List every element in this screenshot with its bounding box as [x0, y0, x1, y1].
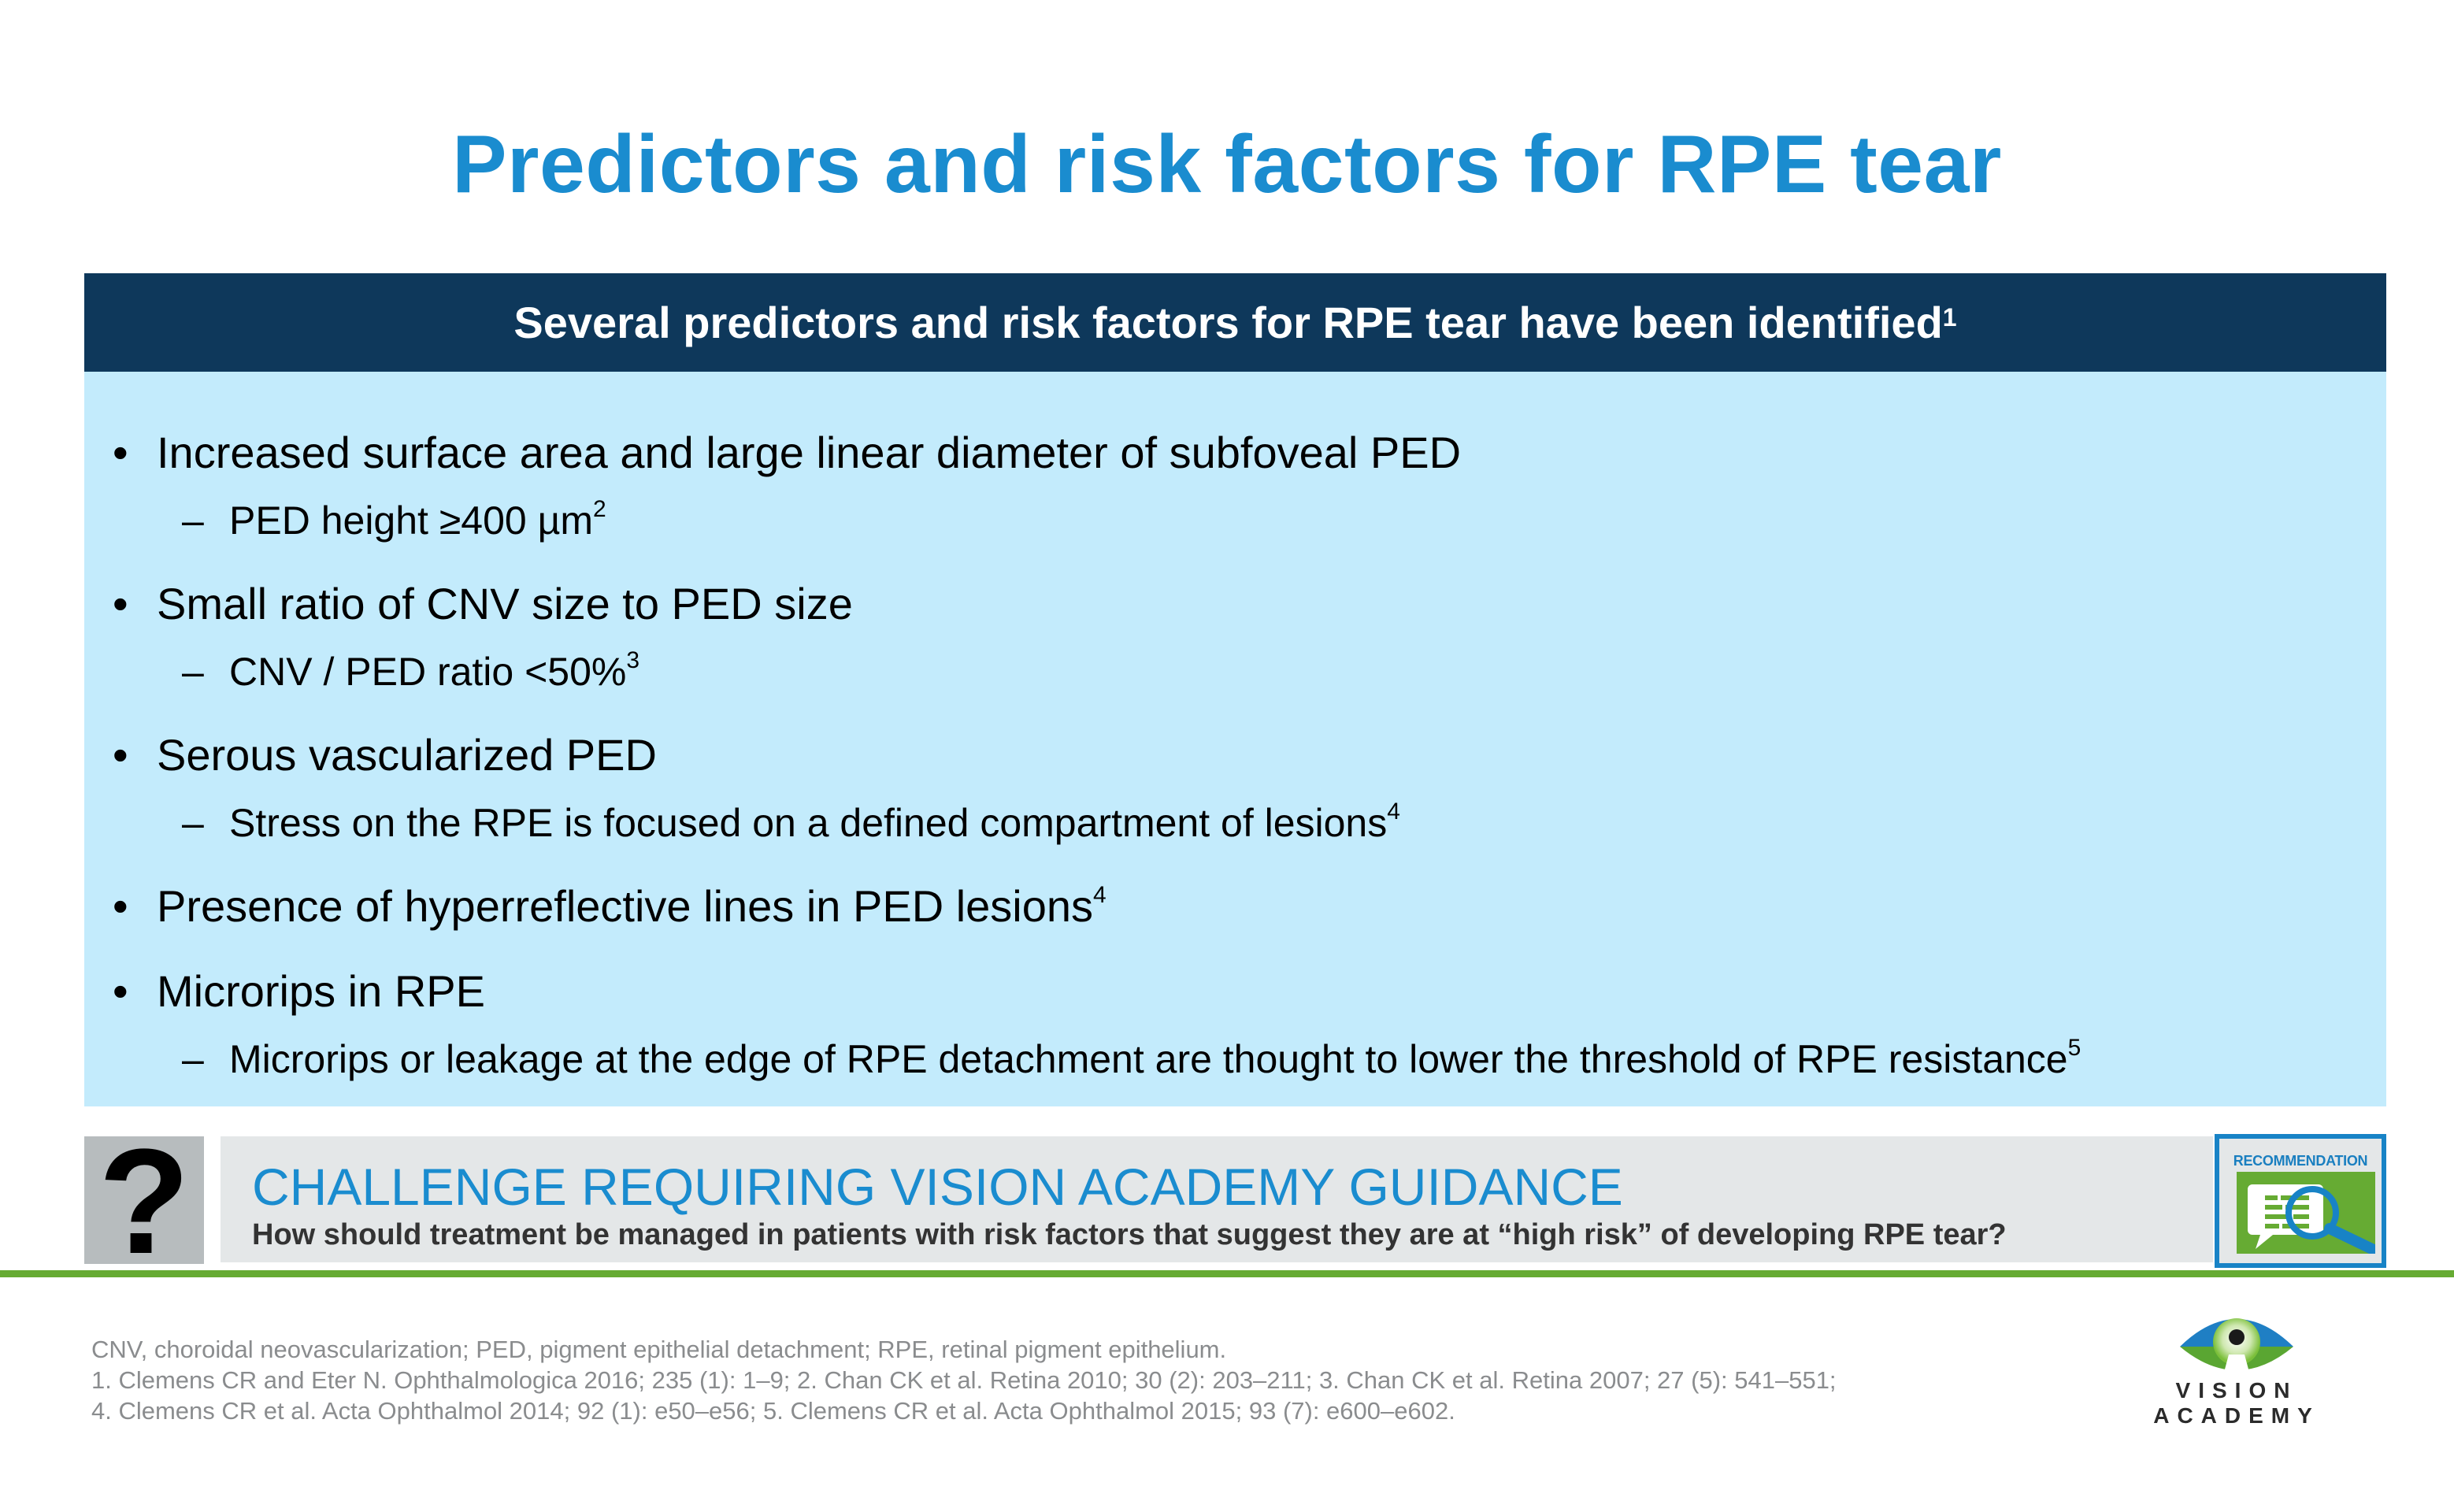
bullet-icon: •	[113, 428, 128, 477]
section-header-ref: 1	[1942, 303, 1957, 332]
footnotes: CNV, choroidal neovascularization; PED, …	[91, 1334, 1837, 1426]
risk-factor-list: • Increased surface area and large linear…	[84, 372, 2386, 1106]
list-subitem: – Stress on the RPE is focused on a defin…	[182, 799, 1400, 845]
recommendation-badge: RECOMMENDATION	[2215, 1134, 2386, 1268]
slide-title: Predictors and risk factors for RPE tear	[452, 119, 2002, 210]
list-item: • Serous vascularized PED	[113, 730, 657, 780]
vision-academy-logo: VISION ACADEMY	[2095, 1299, 2378, 1428]
list-subitem: – Microrips or leakage at the edge of RPE…	[182, 1035, 2081, 1081]
bullet-icon: •	[113, 966, 128, 1016]
logo-wordmark: VISION ACADEMY	[2153, 1378, 2320, 1428]
list-item: • Microrips in RPE	[113, 966, 485, 1016]
reference-line: 4. Clemens CR et al. Acta Ophthalmol 201…	[91, 1397, 1455, 1425]
recommendation-label: RECOMMENDATION	[2233, 1153, 2368, 1169]
dash-icon: –	[182, 650, 204, 694]
dash-icon: –	[182, 801, 204, 845]
section-header-text: Several predictors and risk factors for …	[513, 298, 1943, 347]
dash-icon: –	[182, 1037, 204, 1081]
question-mark-icon: ?	[84, 1127, 204, 1277]
list-item: • Small ratio of CNV size to PED size	[113, 579, 853, 628]
speech-bubble-magnifier-icon	[2237, 1172, 2381, 1256]
divider-line	[0, 1270, 2454, 1277]
bullet-icon: •	[113, 579, 128, 628]
abbreviations-note: CNV, choroidal neovascularization; PED, …	[91, 1336, 1227, 1363]
challenge-banner: CHALLENGE REQUIRING VISION ACADEMY GUIDA…	[221, 1136, 2213, 1262]
challenge-question: How should treatment be managed in patie…	[252, 1218, 2007, 1251]
list-item: • Presence of hyperreflective lines in PE…	[113, 881, 1107, 931]
reference-line: 1. Clemens CR and Eter N. Ophthalmologic…	[91, 1366, 1837, 1394]
list-subitem: – CNV / PED ratio <50%3	[182, 647, 640, 694]
dash-icon: –	[182, 498, 204, 543]
list-item: • Increased surface area and large linear…	[113, 428, 1462, 477]
section-header: Several predictors and risk factors for …	[84, 273, 2386, 372]
bullet-icon: •	[113, 730, 128, 780]
eye-logo-icon	[2180, 1318, 2293, 1378]
bullet-icon: •	[113, 881, 128, 931]
challenge-title: CHALLENGE REQUIRING VISION ACADEMY GUIDA…	[252, 1158, 1623, 1216]
list-subitem: – PED height ≥400 µm2	[182, 496, 606, 543]
